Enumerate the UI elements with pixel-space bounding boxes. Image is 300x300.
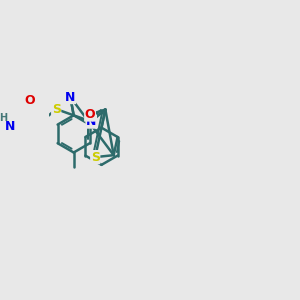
Text: N: N [86,115,96,128]
Text: N: N [65,91,76,103]
Text: S: S [52,103,61,116]
Text: S: S [91,151,100,164]
Text: O: O [85,108,95,121]
Text: N: N [5,120,16,134]
Text: O: O [24,94,35,107]
Text: H: H [0,113,7,123]
